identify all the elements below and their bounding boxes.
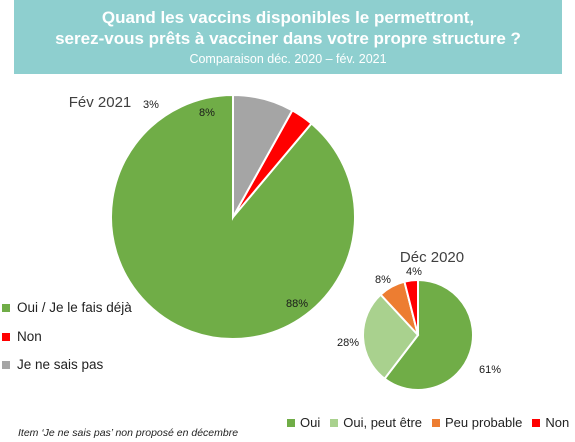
footnote: Item ‘Je ne sais pas’ non proposé en déc… [18,427,239,439]
legend-bottom-item-oui-peut-etre: Oui, peut être [330,415,422,430]
legend-label: Oui / Je le fais déjà [17,300,132,315]
pie-data-label-1-0: 61% [479,364,501,376]
legend-label: Non [545,415,570,430]
pie-data-label-1-1: 28% [337,337,359,349]
legend-swatch [287,418,295,427]
pie-data-label-0-2: 8% [199,107,215,119]
legend-bottom-item-oui: Oui [287,415,320,430]
legend-bottom: Oui Oui, peut être Peu probable Non [287,415,569,430]
legend-left-item-non: Non [2,329,42,344]
legend-bottom-item-peu-probable: Peu probable [432,415,522,430]
legend-label: Non [17,329,42,344]
chart-subtitle: Comparaison déc. 2020 – fév. 2021 [189,52,387,66]
chart-title-line1: Quand les vaccins disponibles le permett… [101,8,475,27]
pie-slice-1-3 [403,278,419,336]
legend-swatch [432,418,441,427]
legend-bottom-item-non: Non [532,415,569,430]
pie-slice-1-1 [362,293,420,381]
legend-swatch [2,360,10,369]
chart-title-line2: serez-vous prêts à vacciner dans votre p… [55,29,521,48]
pie-data-label-1-2: 8% [375,274,391,286]
pie-title-1: Déc 2020 [400,249,464,266]
legend-label: Je ne sais pas [17,357,104,372]
legend-swatch [2,303,10,312]
title-banner: Quand les vaccins disponibles le permett… [14,0,562,74]
pie-data-label-1-3: 4% [406,266,422,278]
pie-slice-1-0 [383,278,474,391]
legend-label: Peu probable [445,415,523,430]
legend-label: Oui, peut être [343,415,423,430]
pie-data-label-0-1: 3% [143,99,159,111]
legend-swatch [330,418,339,427]
pie-data-label-0-0: 88% [286,298,308,310]
legend-left-item-oui: Oui / Je le fais déjà [2,300,132,315]
legend-swatch [532,418,541,427]
legend-label: Oui [300,415,321,430]
pie-title-0: Fév 2021 [69,94,132,111]
legend-swatch [2,332,10,341]
pie-slice-0-2 [232,93,294,221]
legend-left-item-je-ne-sais-pas: Je ne sais pas [2,357,103,372]
